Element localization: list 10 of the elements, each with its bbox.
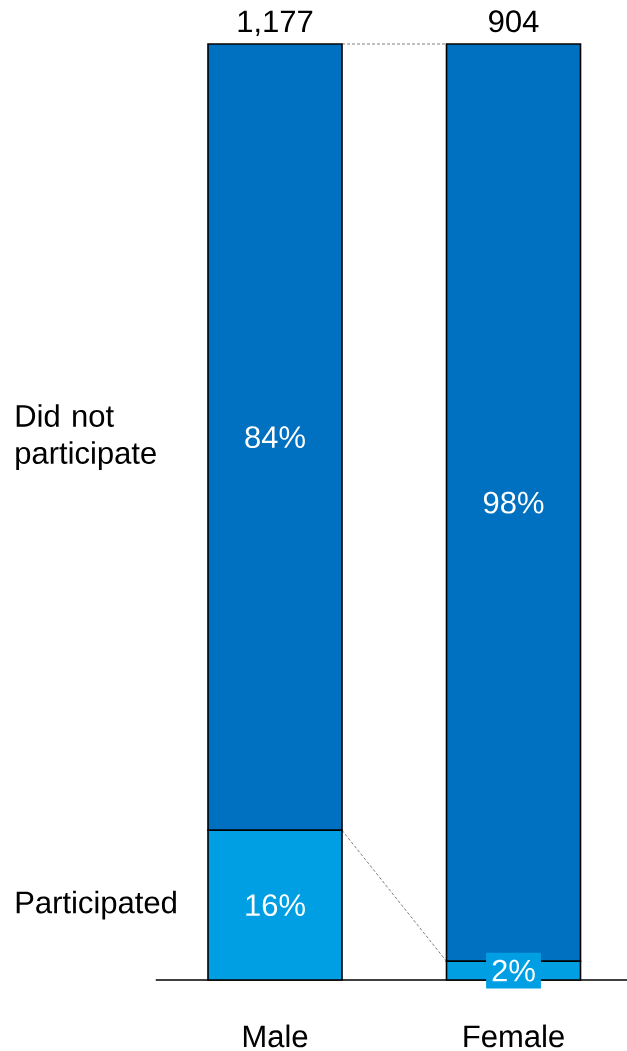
- annotation: 1,177: [238, 10, 313, 36]
- data-label: 84%: [245, 426, 305, 449]
- annotation: 904: [489, 10, 539, 33]
- data-label: 2%: [492, 959, 535, 982]
- x-tick-label: Male: [243, 1024, 308, 1048]
- series-label: Did not participate: [16, 404, 156, 471]
- data-label: 98%: [483, 491, 544, 514]
- series-label: Participated: [16, 890, 176, 920]
- data-label: 16%: [246, 894, 305, 917]
- x-tick-label: Female: [464, 1024, 564, 1048]
